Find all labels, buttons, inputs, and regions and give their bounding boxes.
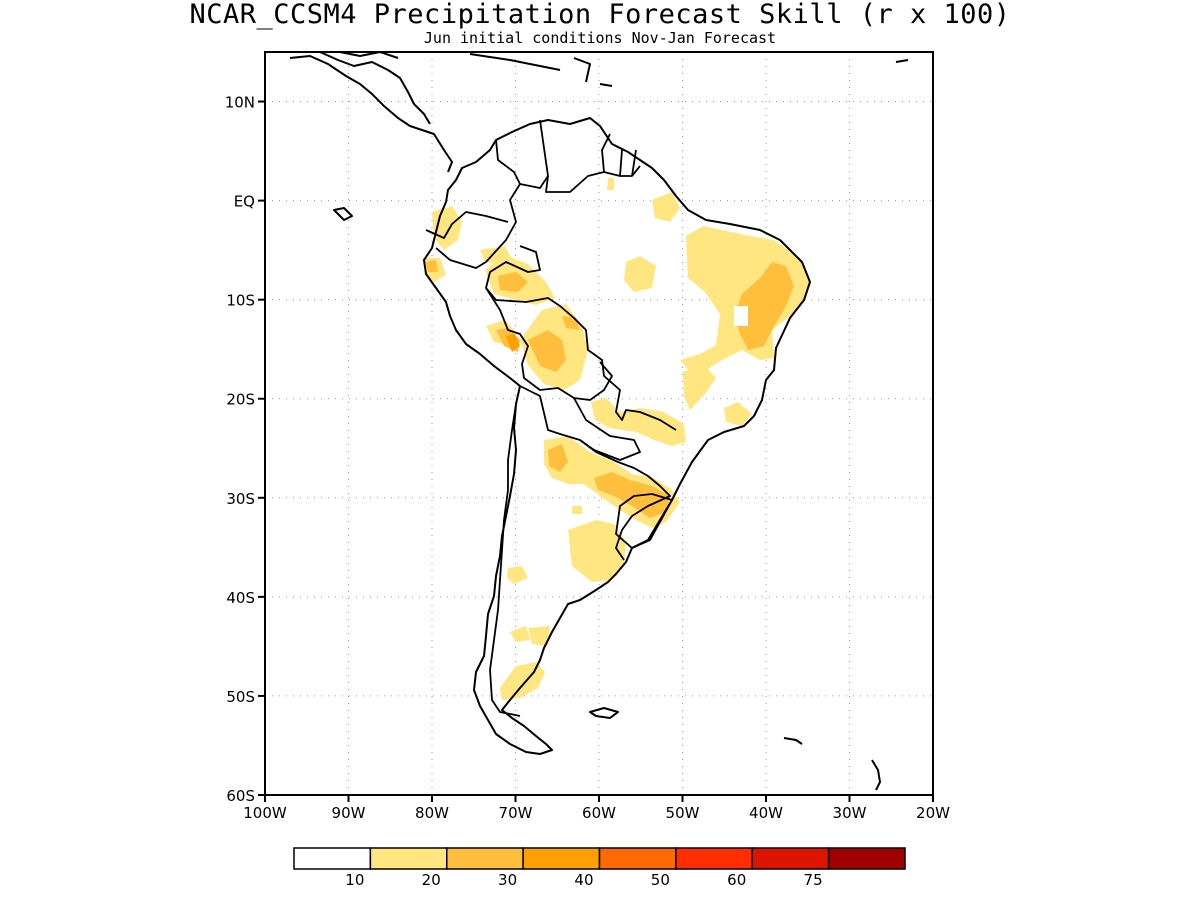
lat-tick-label: 30S [226,490,255,508]
lat-ticks: 10N EQ 10S 20S 30S 40S 50S 60S [225,94,265,805]
malvinas-islands [589,707,619,719]
colorbar-swatch [369,847,448,870]
lat-tick-label: 10N [225,94,255,112]
missing-data-cell [734,306,748,326]
border-paraguay [573,397,641,461]
lon-tick-label: 30W [833,804,867,822]
south-georgia [783,737,803,745]
colorbar-label: 60 [727,871,746,889]
hispaniola-coast [573,57,591,83]
colorbar-label: 50 [651,871,670,889]
lon-tick-label: 80W [415,804,449,822]
lon-tick-label: 100W [243,804,287,822]
sandwich-islands [871,759,881,791]
border-andes [435,139,521,269]
lon-tick-label: 90W [332,804,366,822]
colorbar-swatch [293,847,372,870]
colorbar-swatch [522,847,601,870]
map-gridlines [265,52,933,795]
colorbar: 10 20 30 40 50 60 75 [293,847,906,889]
colorbar-swatch [827,847,906,870]
colorbar-swatch [675,847,753,870]
chart-subtitle: Jun initial conditions Nov-Jan Forecast [423,29,777,47]
lat-tick-label: EQ [234,193,255,211]
cuba-coast [469,53,561,71]
lat-tick-label: 50S [226,688,255,706]
border-brazil-west [485,245,677,431]
skill-30-40-regions [506,334,520,352]
border-ecuador-peru [425,211,509,239]
lat-tick-label: 40S [226,589,255,607]
country-borders [425,119,677,717]
border-uruguay [615,493,673,549]
lat-tick-label: 60S [226,787,255,805]
colorbar-swatch [598,847,677,870]
south-america-coast [423,117,811,755]
lon-tick-label: 40W [749,804,783,822]
border-brazil-north [539,119,641,193]
lon-tick-label: 60W [582,804,616,822]
colorbar-swatch [751,847,830,870]
lat-tick-label: 10S [226,292,255,310]
colorbar-swatch [446,847,524,870]
lat-tick-label: 20S [226,391,255,409]
trinidad-island [895,59,909,63]
lon-tick-label: 20W [916,804,950,822]
lon-tick-label: 50W [666,804,700,822]
galapagos-islands [333,207,353,221]
lon-tick-label: 70W [499,804,533,822]
colorbar-label: 40 [574,871,593,889]
chart-title: NCAR_CCSM4 Precipitation Forecast Skill … [189,0,1011,30]
skill-10-20-regions [422,178,810,700]
border-chile-argentina [489,403,521,717]
border-venezuela [519,175,549,189]
border-bolivia [485,287,613,401]
colorbar-label: 10 [345,871,364,889]
lon-ticks: 100W 90W 80W 70W 60W 50W 40W 30W 20W [243,795,950,822]
caribbean-islands [339,52,399,59]
colorbar-label: 30 [498,871,517,889]
central-america-north-coast [319,52,431,125]
border-argentina [519,385,671,561]
skill-shading [422,178,810,700]
colorbar-label: 20 [422,871,441,889]
border-guianas [601,133,637,177]
colorbar-label: 75 [804,871,823,889]
central-america-coast [289,55,453,173]
puerto-rico [599,83,613,87]
